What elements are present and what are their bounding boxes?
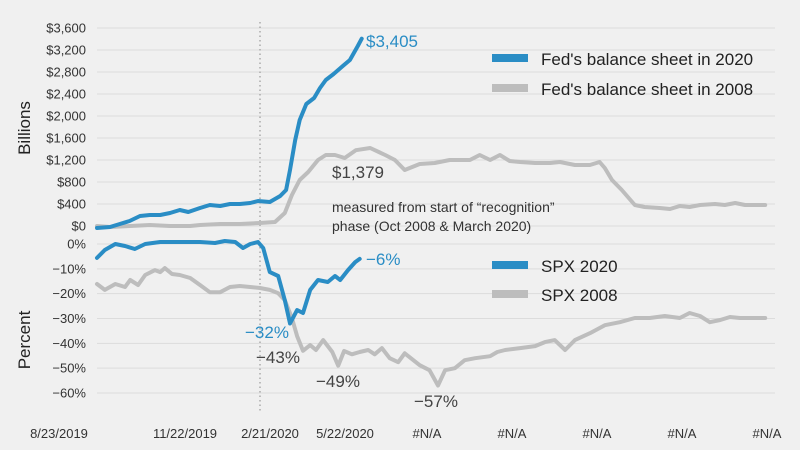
y-tick-label: −20% — [52, 286, 86, 301]
x-tick-label: 5/22/2020 — [316, 426, 374, 441]
legend-label-spx-2020: SPX 2020 — [541, 257, 618, 276]
legend-swatch-spx-2008 — [492, 290, 528, 298]
y-tick-label: $400 — [57, 197, 86, 212]
line-spx-2008 — [95, 266, 768, 388]
balance-y-ticks: $0 $400 $800 $1,200 $1,600 $2,000 $2,400 $2,800… — [46, 21, 86, 234]
y-tick-label: $0 — [72, 219, 86, 234]
note-line-1: measured from start of “recognition” — [332, 199, 555, 215]
x-tick-label: #N/A — [668, 426, 697, 441]
y-tick-label: −10% — [52, 261, 86, 276]
x-tick-label: #N/A — [753, 426, 782, 441]
y-tick-label: −40% — [52, 336, 86, 351]
x-axis-ticks: 8/23/2019 11/22/2019 2/21/2020 5/22/2020 #N/… — [30, 426, 782, 441]
legend-label-fed-2008: Fed's balance sheet in 2008 — [541, 80, 753, 99]
legend-label-fed-2020: Fed's balance sheet in 2020 — [541, 50, 753, 69]
y-tick-label: $1,600 — [46, 131, 86, 146]
annotation-spx-2008-low: −57% — [414, 392, 458, 411]
percent-y-ticks: 0% −10% −20% −30% −40% −50% −60% — [52, 237, 86, 401]
y-tick-label: $3,600 — [46, 21, 86, 36]
annotation-spx-2020-end: −6% — [366, 250, 401, 269]
note-line-2: phase (Oct 2008 & March 2020) — [332, 218, 531, 234]
x-tick-label: #N/A — [413, 426, 442, 441]
y-tick-label: $800 — [57, 175, 86, 190]
legend-label-spx-2008: SPX 2008 — [541, 286, 618, 305]
y-tick-label: −60% — [52, 386, 86, 401]
y-tick-label: $2,800 — [46, 65, 86, 80]
y-tick-label: $3,200 — [46, 43, 86, 58]
x-tick-label: 8/23/2019 — [30, 426, 88, 441]
annotation-fed-2020-end: $3,405 — [366, 32, 418, 51]
annotation-fed-2008-peak: $1,379 — [332, 163, 384, 182]
y-tick-label: $1,200 — [46, 153, 86, 168]
x-tick-label: #N/A — [583, 426, 612, 441]
annotation-spx-2020-low: −32% — [245, 323, 289, 342]
x-tick-label: 11/22/2019 — [153, 426, 217, 441]
y-tick-label: 0% — [67, 237, 86, 252]
line-fed-balance-2020 — [95, 36, 364, 230]
y-tick-label: $2,400 — [46, 87, 86, 102]
x-tick-label: #N/A — [498, 426, 527, 441]
legend-swatch-fed-2020 — [492, 54, 528, 62]
series-lines — [95, 36, 768, 388]
annotation-spx-2008-b: −49% — [316, 372, 360, 391]
legend-balance: Fed's balance sheet in 2020 Fed's balanc… — [492, 50, 753, 99]
legend-spx: SPX 2020 SPX 2008 — [492, 257, 618, 305]
legend-swatch-fed-2008 — [492, 84, 528, 92]
y-tick-label: −50% — [52, 361, 86, 376]
y-axis-title-percent: Percent — [15, 310, 34, 369]
y-tick-label: −30% — [52, 311, 86, 326]
line-fed-balance-2008 — [95, 146, 768, 229]
y-tick-label: $2,000 — [46, 109, 86, 124]
annotation-spx-2008-a: −43% — [256, 348, 300, 367]
y-axis-title-billions: Billions — [15, 101, 34, 155]
line-spx-2020 — [95, 239, 362, 326]
x-tick-label: 2/21/2020 — [241, 426, 299, 441]
legend-swatch-spx-2020 — [492, 261, 528, 269]
